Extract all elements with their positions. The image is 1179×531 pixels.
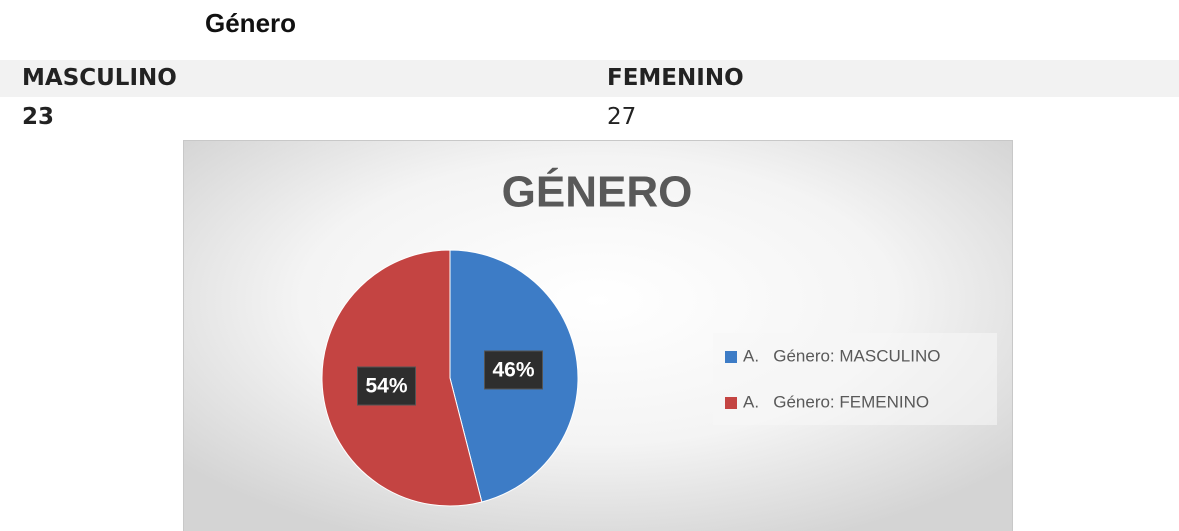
- table-header: MASCULINO FEMENINO: [0, 60, 1179, 97]
- chart: GÉNERO 46% 54% A. Género: MASCULINO A. Géne…: [183, 140, 1013, 531]
- data-label: 46%: [492, 359, 534, 382]
- table-cell: 23: [22, 104, 55, 130]
- table-cell: FEMENINO: [607, 65, 744, 91]
- legend-label: A. Género: FEMENINO: [743, 392, 929, 411]
- data-label-box: [357, 366, 417, 406]
- chart-title: GÉNERO: [502, 167, 693, 217]
- legend-label: A. Género: MASCULINO: [743, 346, 940, 365]
- legend-swatch: [725, 397, 737, 409]
- doc-title: Género: [205, 8, 297, 38]
- data-label-box: [483, 350, 543, 390]
- legend-box: [713, 333, 997, 425]
- table-row: 23 27: [0, 99, 1179, 136]
- legend-swatch: [725, 351, 737, 363]
- data-label: 54%: [365, 375, 407, 398]
- table-cell: MASCULINO: [22, 65, 177, 91]
- table-cell: 27: [607, 104, 637, 130]
